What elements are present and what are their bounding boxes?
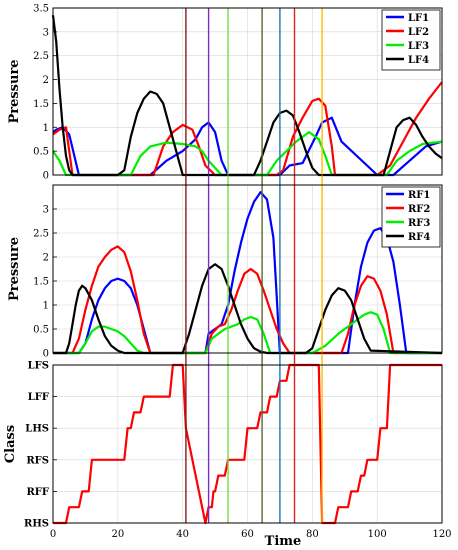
y-tick-label: LHS bbox=[25, 424, 49, 435]
legend-label-lf3: LF3 bbox=[408, 41, 429, 52]
y-axis-label: Pressure bbox=[7, 237, 22, 301]
x-tick-label: 20 bbox=[111, 529, 124, 540]
panel-frame bbox=[52, 364, 443, 524]
series-line-rf1 bbox=[53, 191, 442, 355]
y-tick-label: 1.5 bbox=[33, 277, 49, 288]
panel-frame bbox=[52, 184, 443, 354]
legend-2: RF1 RF2 RF3 RF4 bbox=[381, 186, 441, 248]
y-tick-label: 2 bbox=[43, 75, 49, 86]
series-line-rf4 bbox=[53, 263, 443, 355]
y-tick-label: 0 bbox=[43, 171, 49, 182]
series-line-rf2 bbox=[53, 245, 442, 355]
y-tick-label: 2.5 bbox=[33, 229, 49, 240]
legend-label-rf3: RF3 bbox=[408, 218, 430, 229]
x-axis-label: Time bbox=[265, 534, 302, 549]
panel-frame bbox=[52, 7, 443, 176]
y-tick-label: 1.5 bbox=[33, 99, 49, 110]
y-tick-label: 3 bbox=[43, 27, 49, 38]
x-tick-label: 100 bbox=[368, 529, 387, 540]
grid-1 bbox=[52, 7, 443, 176]
y-tick-label: 2.5 bbox=[33, 51, 49, 62]
legend-label-rf1: RF1 bbox=[408, 190, 430, 201]
y-tick-label: 0.5 bbox=[33, 325, 49, 336]
series-line-class bbox=[53, 363, 442, 525]
y-tick-label: LFS bbox=[28, 361, 49, 372]
vertical-event-markers bbox=[185, 8, 323, 523]
y-axis-label: Pressure bbox=[7, 59, 22, 123]
legend-label-lf1: LF1 bbox=[408, 13, 429, 24]
y-axis-label: Class bbox=[3, 425, 18, 463]
y-tick-label: LFF bbox=[28, 392, 49, 403]
y-tick-label: 3.5 bbox=[33, 4, 49, 15]
legend-label-rf2: RF2 bbox=[408, 204, 430, 215]
x-tick-label: 40 bbox=[176, 529, 189, 540]
legend-1: LF1 LF2 LF3 LF4 bbox=[381, 9, 441, 71]
y-tick-label: 1 bbox=[43, 123, 49, 134]
x-tick-label: 60 bbox=[241, 529, 254, 540]
x-tick-label: 80 bbox=[306, 529, 319, 540]
y-tick-label: 1 bbox=[43, 301, 49, 312]
y-tick-label: RHS bbox=[24, 519, 49, 530]
x-tick-label: 120 bbox=[432, 529, 451, 540]
legend-label-rf4: RF4 bbox=[408, 232, 430, 243]
panel-3 bbox=[52, 363, 443, 525]
y-tick-label: RFF bbox=[26, 487, 49, 498]
y-tick-label: 2 bbox=[43, 253, 49, 264]
y-tick-label: 0.5 bbox=[33, 147, 49, 158]
y-tick-label: RFS bbox=[26, 455, 49, 466]
y-tick-label: 3 bbox=[43, 205, 49, 216]
y-tick-label: 0 bbox=[43, 349, 49, 360]
x-tick-label: 0 bbox=[50, 529, 56, 540]
grid-3 bbox=[52, 364, 443, 524]
legend-label-lf2: LF2 bbox=[408, 27, 429, 38]
legend-label-lf4: LF4 bbox=[408, 55, 429, 66]
